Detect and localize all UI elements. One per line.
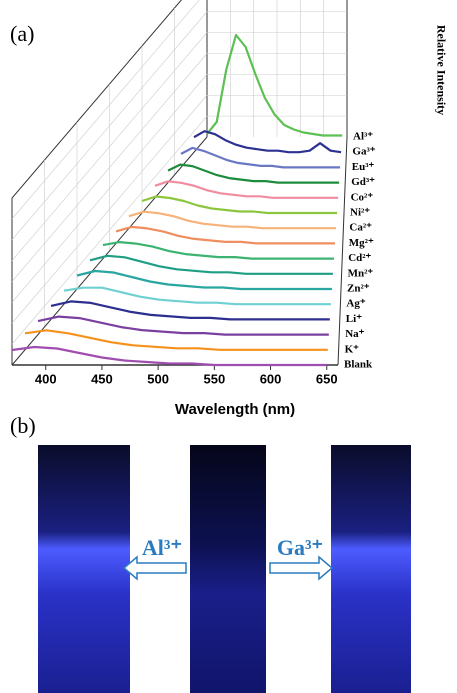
- series-label: Blank: [344, 359, 373, 371]
- spectrum-line: [128, 210, 336, 230]
- cuvette: [38, 445, 130, 693]
- panel-label: (b): [10, 413, 36, 438]
- ion-label: Ga³⁺: [277, 535, 323, 560]
- x-tick-label: 400: [35, 371, 57, 386]
- spectrum-line: [206, 33, 343, 137]
- spectrum-line: [50, 300, 330, 321]
- spectrum-line: [63, 286, 331, 306]
- series-label: K⁺: [345, 343, 360, 355]
- series-label: Cd²⁺: [348, 252, 371, 264]
- x-tick-label: 600: [260, 371, 282, 386]
- floor-edge: [11, 136, 208, 366]
- series-label: Eu³⁺: [352, 161, 375, 173]
- series-label: Na⁺: [345, 328, 364, 340]
- series-label: Mg²⁺: [349, 237, 374, 249]
- spectrum-line: [37, 315, 329, 336]
- series-label: Ni²⁺: [350, 207, 370, 219]
- spectrum-line: [180, 146, 341, 169]
- spectrum-line: [167, 163, 340, 184]
- ion-label: Al³⁺: [142, 535, 182, 560]
- x-tick-label: 550: [203, 371, 225, 386]
- arrow: [269, 555, 334, 581]
- series-label: Li⁺: [346, 313, 362, 325]
- series-label: Ag⁺: [346, 298, 365, 310]
- spectrum-line: [102, 241, 334, 260]
- spectrum-line: [154, 180, 339, 199]
- series-label: Al³⁺: [353, 131, 373, 143]
- chart: 400 450 500 550 600 650 Al³⁺ Ga³⁺ Eu³⁺ Gd³⁺ Co²⁺ Ni…: [11, 0, 376, 386]
- spectrum-line: [76, 269, 332, 291]
- panel-label: (a): [10, 21, 34, 46]
- x-tick-label: 650: [316, 371, 338, 386]
- series-label: Zn²⁺: [347, 283, 370, 295]
- cuvette: [190, 445, 266, 693]
- spectrum-line: [115, 225, 335, 245]
- series-label: Co²⁺: [351, 191, 374, 203]
- spectrum-line: [11, 345, 327, 367]
- floor-edge: [337, 136, 348, 366]
- series-label: Ca²⁺: [349, 222, 372, 234]
- spectrum-line: [24, 329, 328, 351]
- arrow: [122, 555, 187, 581]
- spectrum-line: [193, 130, 342, 154]
- spectrum-line: [89, 254, 333, 275]
- cuvette: [331, 445, 411, 693]
- spectrum-line: [141, 195, 337, 215]
- series-label: Ga³⁺: [352, 146, 375, 158]
- x-tick-label: 500: [147, 371, 169, 386]
- x-axis-title: Wavelength (nm): [175, 401, 295, 418]
- x-tick-label: 450: [91, 371, 113, 386]
- series-label: Mn²⁺: [348, 267, 374, 279]
- y-axis-title: Relative Intensity: [434, 25, 448, 115]
- series-label: Gd³⁺: [351, 176, 375, 188]
